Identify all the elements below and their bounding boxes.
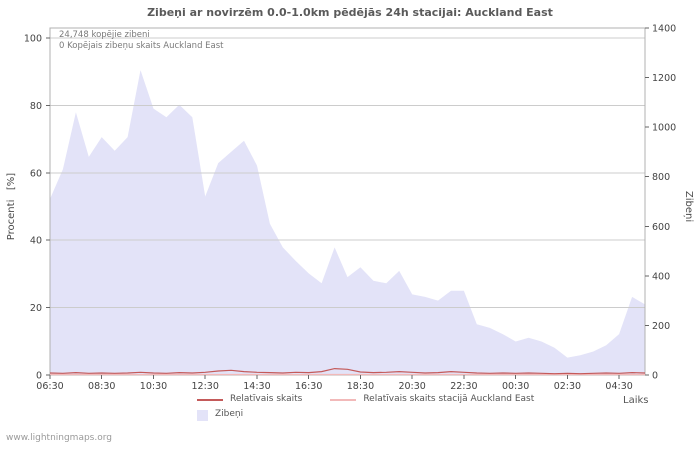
legend-row-area: Zibeņi bbox=[197, 409, 562, 421]
annotation-station-strikes: 0 Kopējais zibeņu skaits Auckland East bbox=[59, 41, 224, 51]
x-tick-label: 00:30 bbox=[502, 381, 529, 392]
legend-line-relative-swatch bbox=[197, 399, 223, 401]
watermark-link[interactable]: www.lightningmaps.org bbox=[6, 433, 112, 443]
legend-row-lines: Relatīvais skaits Relatīvais skaits stac… bbox=[197, 394, 562, 404]
right-tick-label: 400 bbox=[652, 271, 670, 282]
legend-area-swatch bbox=[197, 410, 208, 421]
x-axis-label: Laiks bbox=[623, 395, 649, 406]
right-tick-label: 0 bbox=[652, 371, 658, 382]
x-tick-label: 10:30 bbox=[140, 381, 167, 392]
y-axis-label-right: Zibeņi bbox=[683, 190, 694, 223]
x-tick-label: 14:30 bbox=[243, 381, 270, 392]
x-tick-label: 20:30 bbox=[398, 381, 425, 392]
area-series-zibeni bbox=[50, 70, 645, 375]
left-tick-label: 100 bbox=[24, 34, 42, 45]
x-tick-label: 08:30 bbox=[88, 381, 115, 392]
legend-label-relative-station: Relatīvais skaits stacijā Auckland East bbox=[363, 394, 535, 404]
right-tick-label: 1400 bbox=[652, 24, 676, 35]
annotation-total-strikes: 24,748 kopējie zibeni bbox=[59, 30, 150, 40]
legend-entry-area: Zibeņi bbox=[197, 409, 243, 421]
right-tick-label: 600 bbox=[652, 222, 670, 233]
legend-line-relative-station-swatch bbox=[330, 399, 357, 401]
right-tick-label: 200 bbox=[652, 321, 670, 332]
legend-label-relative: Relatīvais skaits bbox=[230, 394, 303, 404]
legend-entry-relative-station: Relatīvais skaits stacijā Auckland East bbox=[330, 394, 534, 404]
x-tick-label: 12:30 bbox=[192, 381, 219, 392]
x-tick-label: 16:30 bbox=[295, 381, 322, 392]
right-tick-label: 800 bbox=[652, 172, 670, 183]
x-tick-label: 02:30 bbox=[554, 381, 581, 392]
left-tick-label: 0 bbox=[36, 371, 42, 382]
legend-entry-relative: Relatīvais skaits bbox=[197, 394, 302, 404]
right-tick-label: 1000 bbox=[652, 123, 676, 134]
left-tick-label: 20 bbox=[30, 303, 42, 314]
legend: Relatīvais skaits Relatīvais skaits stac… bbox=[197, 394, 562, 426]
left-tick-label: 80 bbox=[30, 101, 42, 112]
chart-title: Zibeņi ar novirzēm 0.0-1.0km pēdējās 24h… bbox=[147, 6, 553, 19]
legend-label-area: Zibeņi bbox=[215, 409, 244, 419]
y-axis-label-left: Procenti [%] bbox=[6, 172, 17, 241]
x-tick-label: 22:30 bbox=[450, 381, 477, 392]
right-tick-label: 1200 bbox=[652, 73, 676, 84]
x-tick-label: 06:30 bbox=[36, 381, 63, 392]
left-tick-label: 40 bbox=[30, 236, 42, 247]
line-series-relative bbox=[49, 367, 646, 375]
x-tick-label: 04:30 bbox=[605, 381, 632, 392]
x-tick-label: 18:30 bbox=[347, 381, 374, 392]
left-tick-label: 60 bbox=[30, 168, 42, 179]
